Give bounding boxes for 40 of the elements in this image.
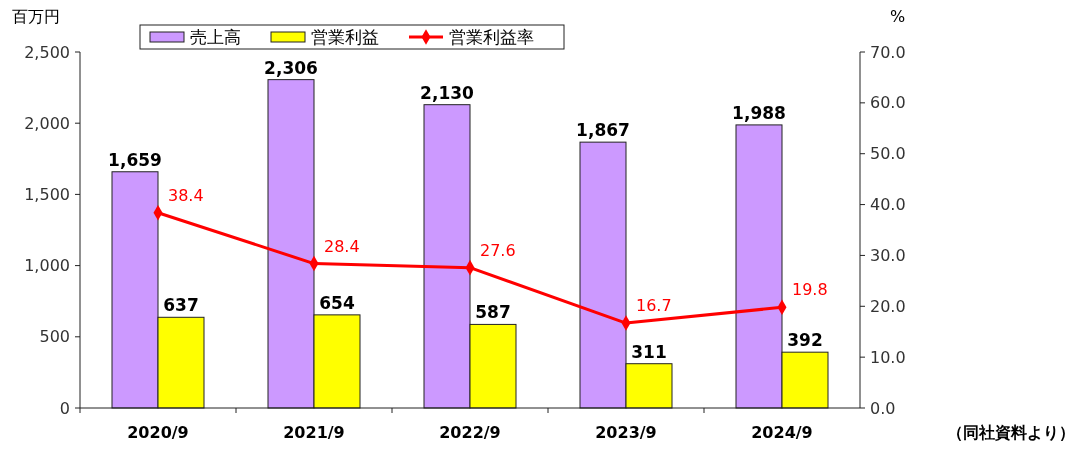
legend-label: 営業利益率 <box>449 27 534 47</box>
y-tick-label: 1,500 <box>24 185 70 204</box>
y-tick-label: 0 <box>59 398 70 418</box>
y-tick-label: 500 <box>39 327 70 347</box>
x-tick-label: 2020/9 <box>127 423 189 442</box>
y-tick-label: 2,500 <box>24 42 70 62</box>
text: （同社資料より） <box>947 423 1075 442</box>
data-label: 2,306 <box>264 57 318 78</box>
data-label: 637 <box>163 295 199 316</box>
data-label: 654 <box>319 292 355 313</box>
data-label: 28.4 <box>324 236 360 256</box>
data-label: 311 <box>631 341 667 362</box>
data-label: 1,867 <box>576 120 630 141</box>
x-tick-label: 2023/9 <box>595 423 657 442</box>
y2-tick-label: 70.0 <box>870 42 906 62</box>
x-tick-label: 2022/9 <box>439 423 501 442</box>
y2-tick-label: 60.0 <box>870 93 906 113</box>
data-label: 16.7 <box>636 296 672 316</box>
y2-tick-label: 50.0 <box>870 144 906 164</box>
y-axis-title: 百万円 <box>12 7 60 26</box>
y-tick-label: 1,000 <box>24 256 70 276</box>
y2-tick-label: 40.0 <box>870 195 906 215</box>
data-label: 1,659 <box>108 149 162 170</box>
data-label: 587 <box>475 302 511 323</box>
data-label: 1,988 <box>732 102 786 123</box>
data-label: 38.4 <box>168 185 204 205</box>
y2-tick-label: 30.0 <box>870 246 906 266</box>
data-label: 392 <box>787 330 823 351</box>
y2-tick-label: 20.0 <box>870 296 906 316</box>
y2-axis-title: % <box>890 7 906 26</box>
x-tick-label: 2021/9 <box>283 423 345 442</box>
legend-label: 売上高 <box>190 27 241 47</box>
data-label: 2,130 <box>420 82 475 103</box>
legend-label: 営業利益 <box>311 27 379 47</box>
y2-tick-label: 10.0 <box>870 347 906 367</box>
y2-tick-label: 0.0 <box>870 398 896 418</box>
y-tick-label: 2,000 <box>24 113 70 133</box>
data-label: 19.8 <box>792 280 828 300</box>
data-label: 27.6 <box>480 240 516 260</box>
x-tick-label: 2024/9 <box>751 423 813 442</box>
